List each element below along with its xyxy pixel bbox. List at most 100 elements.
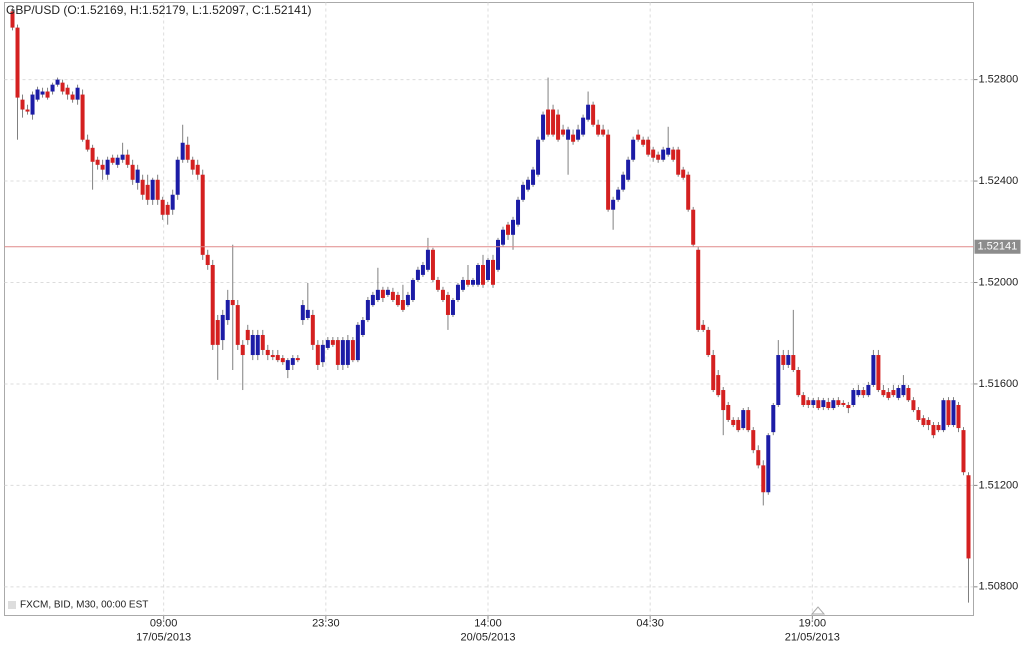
plot-frame (4, 2, 974, 616)
candle-body (450, 299, 455, 315)
candle-body (170, 194, 175, 210)
candle-body (856, 390, 861, 396)
candle-body (420, 264, 425, 275)
candle-body (235, 305, 240, 345)
candle-body (10, 11, 15, 28)
candle-body (340, 340, 345, 365)
candle-body (85, 139, 90, 150)
candle-body (460, 279, 465, 290)
candle-body (405, 294, 410, 306)
candle-body (225, 299, 230, 321)
candle-body (445, 294, 450, 315)
candle-body (601, 129, 606, 135)
candle-body (180, 142, 185, 160)
candle-body (105, 159, 110, 175)
candle-body (611, 199, 616, 210)
candle-body (526, 179, 531, 190)
candle-body (886, 392, 891, 398)
candle-body (330, 340, 335, 345)
candle-body (325, 340, 330, 348)
candle-body (651, 149, 656, 158)
candle-body (265, 349, 270, 356)
candle-body (791, 355, 796, 370)
candle-body (871, 355, 876, 385)
marker (810, 606, 826, 615)
candle-body (360, 320, 365, 335)
last-price-label: 1.52141 (978, 241, 1018, 253)
y-tick-label: 1.50800 (979, 581, 1019, 593)
candle-body (821, 400, 826, 408)
candle-body (681, 169, 686, 178)
candle-body (806, 400, 811, 405)
candle-body (541, 114, 546, 140)
candle-body (941, 400, 946, 431)
candle-body (706, 329, 711, 356)
candle-body (686, 174, 691, 210)
candle-body (335, 340, 340, 365)
candle-body (506, 224, 511, 235)
candle-body (581, 117, 586, 135)
x-date-label: 21/05/2013 (785, 631, 840, 643)
candle-body (480, 264, 485, 285)
candle-body (365, 299, 370, 321)
candle-body (781, 355, 786, 365)
candle-body (485, 259, 490, 280)
candle-body (415, 269, 420, 280)
candle-body (881, 390, 886, 396)
candle-body (310, 314, 315, 345)
candle-body (190, 159, 195, 170)
candle-body (746, 410, 751, 431)
candle-body (766, 435, 771, 493)
candle-body (841, 402, 846, 405)
x-date-label: 20/05/2013 (460, 631, 515, 643)
candle-body (901, 384, 906, 396)
y-tick-label: 1.52400 (979, 175, 1019, 187)
candle-body (661, 149, 666, 160)
candle-body (586, 104, 591, 120)
candle-body (115, 157, 120, 165)
candle-body (936, 425, 941, 431)
candle-body (851, 390, 856, 405)
x-tick-label: 04:30 (636, 617, 664, 629)
candle-body (160, 199, 165, 215)
candle-body (110, 157, 115, 163)
candle-body (796, 369, 801, 396)
candle-body (656, 154, 661, 160)
candle-body (380, 289, 385, 298)
candle-body (435, 279, 440, 290)
candle-body (836, 400, 841, 405)
footer: FXCM, BID, M30, 00:00 EST (20, 600, 148, 611)
candle-body (556, 114, 561, 140)
candle-body (956, 404, 961, 429)
candle-body (626, 159, 631, 180)
y-tick-label: 1.51200 (979, 479, 1019, 491)
candle-body (891, 390, 896, 396)
candle-body (395, 294, 400, 306)
candle-body (440, 289, 445, 300)
candle-body (95, 159, 100, 165)
candle-body (465, 279, 470, 285)
candle-body (676, 149, 681, 175)
candle-body (215, 320, 220, 345)
candle-body (145, 184, 150, 200)
candle-body (285, 360, 290, 370)
x-tick-label: 09:00 (150, 617, 178, 629)
candle-body (120, 154, 125, 160)
candle-body (35, 89, 40, 100)
y-tick-label: 1.52800 (979, 74, 1019, 86)
candle-body (916, 410, 921, 420)
candle-body (616, 189, 621, 200)
candle-body (521, 184, 526, 200)
candle-body (491, 259, 496, 285)
candle-body (320, 344, 325, 363)
candle-body (501, 229, 506, 245)
candle-body (716, 375, 721, 396)
candle-body (696, 249, 701, 330)
candle-body (245, 329, 250, 341)
candle-body (400, 299, 405, 310)
grid (4, 2, 974, 616)
candle-body (135, 169, 140, 183)
candle-body (641, 139, 646, 145)
candles (10, 7, 971, 603)
